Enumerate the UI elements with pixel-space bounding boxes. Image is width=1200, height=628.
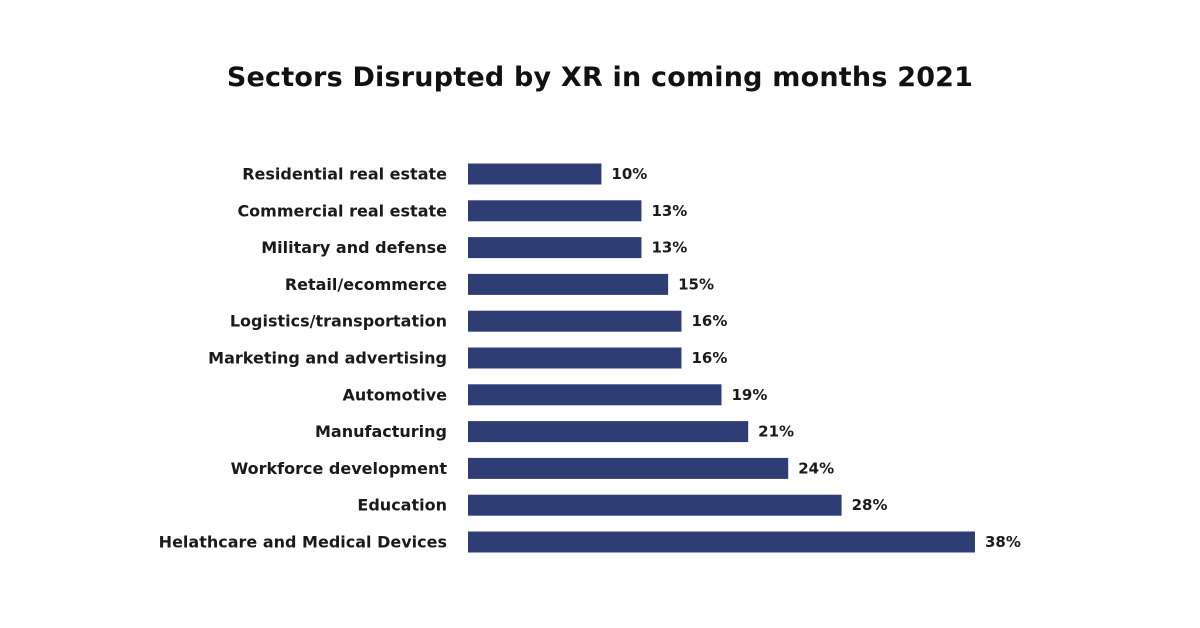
category-label: Retail/ecommerce bbox=[285, 275, 447, 294]
bar bbox=[468, 347, 682, 369]
bar bbox=[468, 310, 682, 332]
value-label: 10% bbox=[611, 165, 647, 183]
category-label: Education bbox=[357, 496, 447, 515]
bar bbox=[468, 384, 722, 406]
bar bbox=[468, 421, 749, 443]
bar bbox=[468, 531, 975, 553]
value-label: 28% bbox=[852, 496, 888, 514]
chart-title: Sectors Disrupted by XR in coming months… bbox=[226, 62, 974, 93]
value-label: 16% bbox=[691, 349, 727, 367]
category-label: Residential real estate bbox=[242, 165, 447, 184]
category-label: Manufacturing bbox=[315, 422, 447, 441]
bar bbox=[468, 457, 789, 479]
value-label: 21% bbox=[758, 423, 794, 441]
bars-group: Residential real estate 10% Commercial rea… bbox=[159, 163, 1021, 553]
category-label: Marketing and advertising bbox=[208, 349, 447, 368]
bar bbox=[468, 237, 642, 259]
category-label: Commercial real estate bbox=[237, 201, 447, 220]
bar bbox=[468, 273, 669, 295]
value-label: 16% bbox=[691, 312, 727, 330]
bar bbox=[468, 494, 842, 516]
value-label: 15% bbox=[678, 275, 714, 293]
bar bbox=[468, 163, 602, 185]
value-label: 13% bbox=[651, 202, 687, 220]
value-label: 19% bbox=[732, 386, 768, 404]
category-label: Automotive bbox=[343, 385, 448, 404]
value-label: 24% bbox=[798, 459, 834, 477]
value-label: 13% bbox=[651, 239, 687, 257]
value-label: 38% bbox=[985, 533, 1021, 551]
bar bbox=[468, 200, 642, 222]
category-label: Workforce development bbox=[231, 459, 448, 478]
category-label: Military and defense bbox=[261, 238, 447, 257]
category-label: Helathcare and Medical Devices bbox=[159, 533, 447, 552]
category-label: Logistics/transportation bbox=[230, 312, 447, 331]
